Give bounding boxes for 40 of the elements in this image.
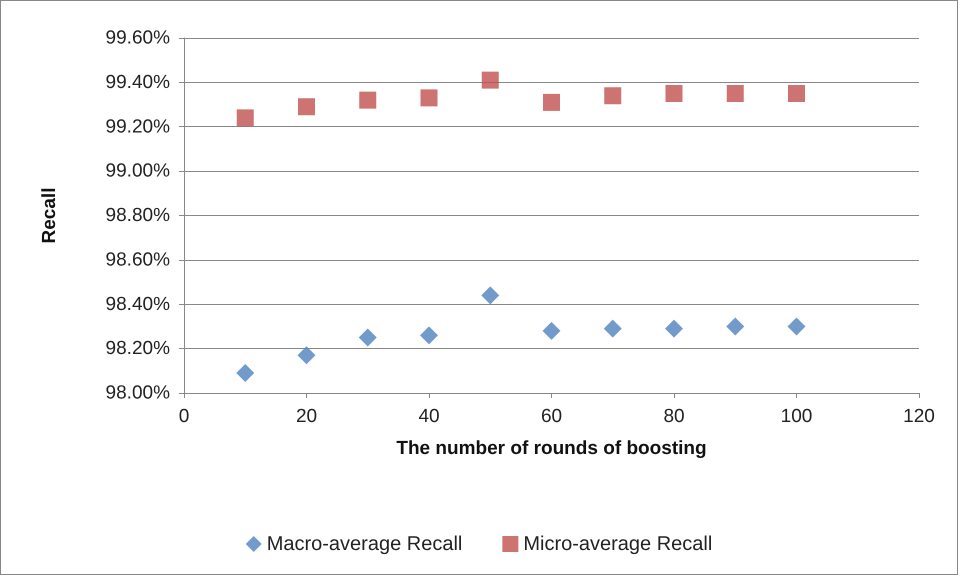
point xyxy=(666,84,682,102)
point xyxy=(543,94,560,111)
legend-label: Micro-average Recall xyxy=(523,533,712,555)
x-tick-label: 80 xyxy=(663,406,685,427)
point xyxy=(420,326,438,344)
y-axis-title: Recall xyxy=(39,188,60,244)
point xyxy=(604,87,622,104)
x-tick-label: 120 xyxy=(903,406,935,427)
y-tick-label: 98.80% xyxy=(106,205,170,226)
point xyxy=(481,286,500,304)
y-tick-label: 98.20% xyxy=(106,338,170,360)
y-tick-label: 99.40% xyxy=(106,72,170,93)
point xyxy=(236,109,254,126)
point xyxy=(298,98,315,116)
point xyxy=(788,317,806,336)
point xyxy=(726,84,744,102)
y-tick-label: 99.20% xyxy=(106,116,170,138)
point xyxy=(788,84,805,102)
y-tick-label: 98.60% xyxy=(106,249,170,270)
x-tick-label: 60 xyxy=(540,406,562,427)
legend-label: Macro-average Recall xyxy=(266,533,462,555)
x-axis-title: The number of rounds of boosting xyxy=(396,438,707,459)
x-tick-label: 0 xyxy=(178,406,190,427)
y-tick-label: 98.40% xyxy=(106,294,170,315)
y-tick-label: 99.60% xyxy=(106,28,170,48)
point xyxy=(359,92,376,109)
point xyxy=(298,346,316,364)
x-tick-label: 100 xyxy=(780,406,812,427)
point xyxy=(420,89,438,106)
x-tick-label: 40 xyxy=(418,406,440,427)
point xyxy=(236,364,254,382)
x-tick-label: 20 xyxy=(296,406,318,427)
y-tick-label: 99.00% xyxy=(106,160,170,182)
y-tick-label: 98.00% xyxy=(106,382,170,404)
point xyxy=(542,322,560,340)
point xyxy=(482,72,499,89)
point xyxy=(726,317,744,336)
point xyxy=(358,328,377,347)
point xyxy=(604,320,622,338)
point xyxy=(665,320,683,338)
